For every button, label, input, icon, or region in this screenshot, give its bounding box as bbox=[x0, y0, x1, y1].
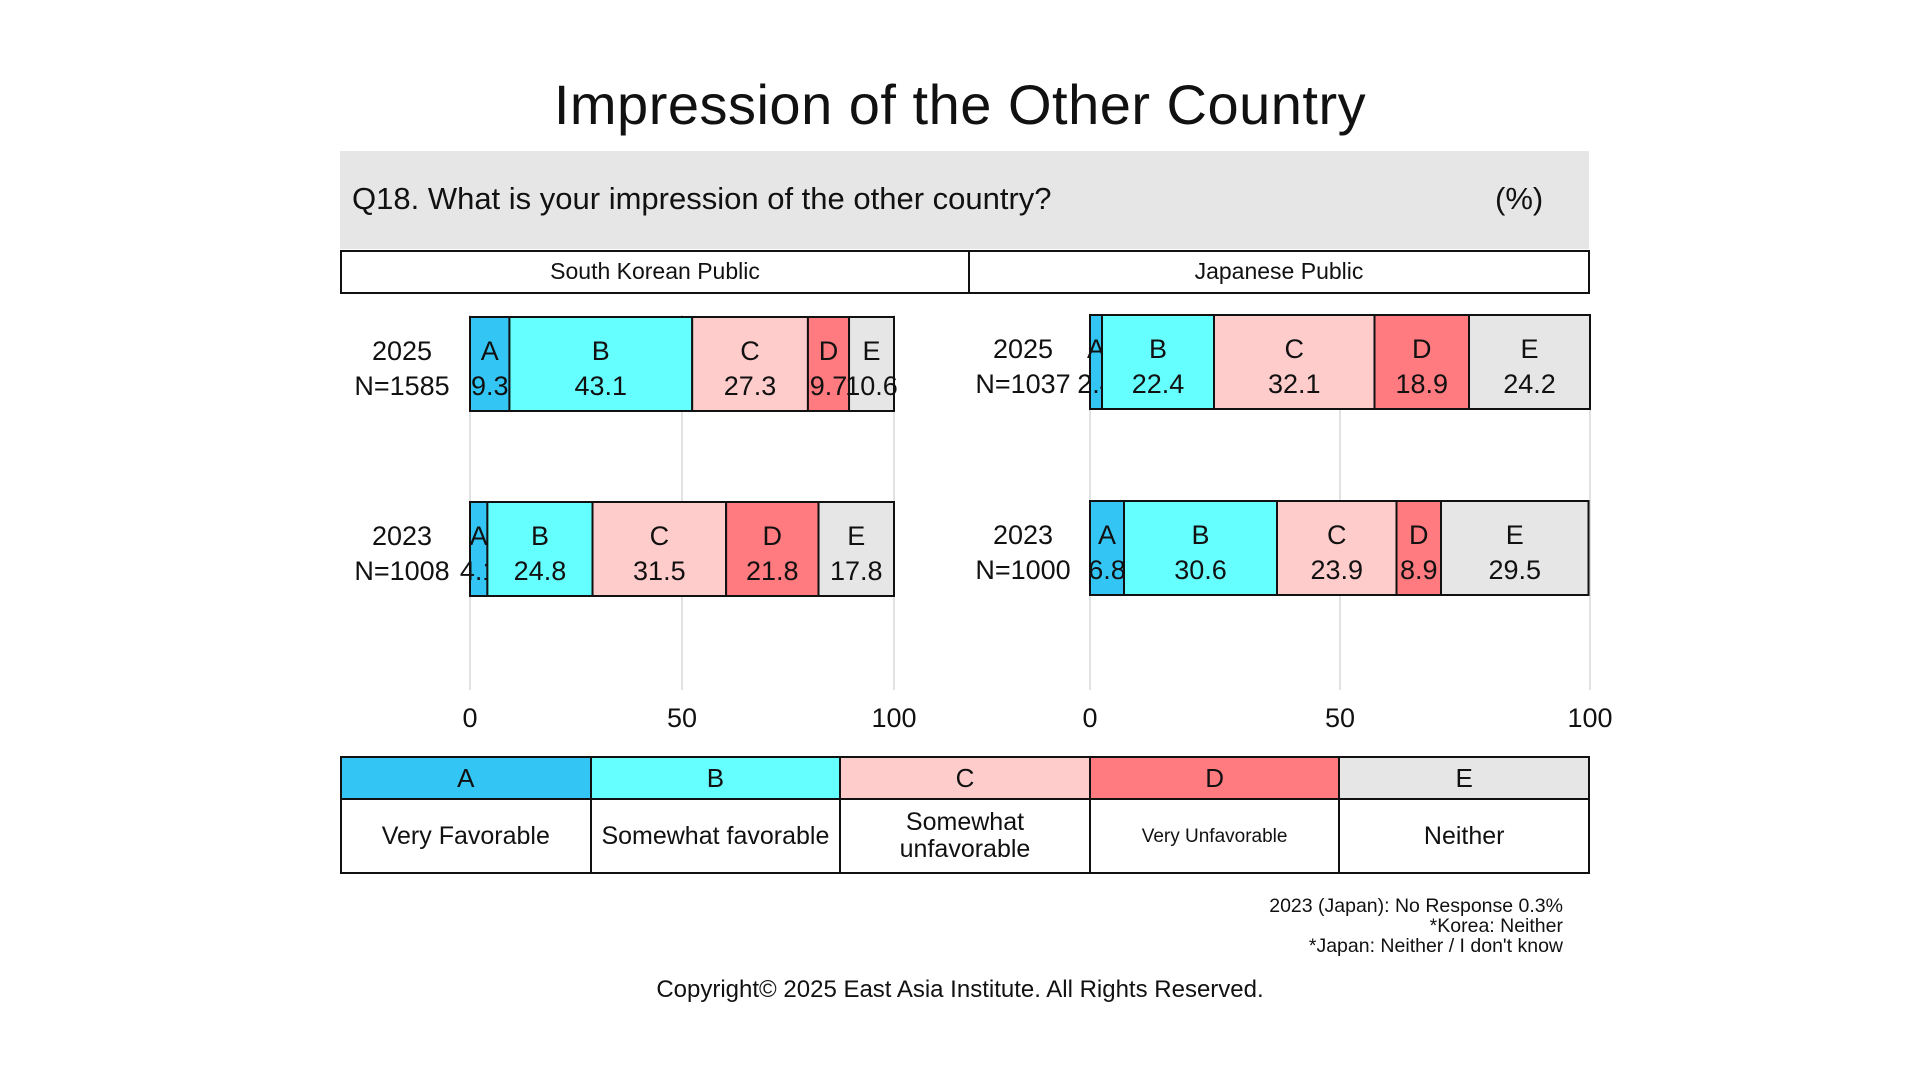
bar-category-label-japan-2023-D: D bbox=[1409, 520, 1429, 550]
bar-value-label-korea-2025-D: 9.7 bbox=[810, 371, 848, 401]
bar-category-label-korea-2025-C: C bbox=[740, 336, 760, 366]
bar-category-label-korea-2023-A: A bbox=[470, 521, 488, 551]
bar-segment-japan-2023-B bbox=[1123, 500, 1278, 596]
x-tick-label-japan-50: 50 bbox=[1325, 703, 1355, 733]
bar-category-label-japan-2025-C: C bbox=[1285, 334, 1305, 364]
bar-segment-korea-2023-E bbox=[817, 501, 896, 597]
bar-category-label-korea-2023-E: E bbox=[847, 521, 865, 551]
bar-value-label-korea-2025-C: 27.3 bbox=[724, 371, 777, 401]
bar-value-label-japan-2025-E: 24.2 bbox=[1503, 369, 1556, 399]
legend-table: A B C D E Very Favorable Somewhat favora… bbox=[340, 756, 1590, 874]
row-label-n-korea-2025: N=1585 bbox=[354, 371, 449, 401]
bar-value-label-japan-2023-B: 30.6 bbox=[1174, 555, 1227, 585]
bar-category-label-korea-2025-D: D bbox=[819, 336, 839, 366]
x-tick-label-japan-0: 0 bbox=[1082, 703, 1097, 733]
bar-value-label-japan-2023-E: 29.5 bbox=[1488, 555, 1541, 585]
bar-category-label-japan-2025-D: D bbox=[1412, 334, 1432, 364]
x-tick-label-korea-0: 0 bbox=[462, 703, 477, 733]
bar-value-label-korea-2025-A: 9.3 bbox=[471, 371, 509, 401]
x-tick-label-japan-100: 100 bbox=[1567, 703, 1612, 733]
bar-value-label-korea-2025-E: 10.6 bbox=[845, 371, 898, 401]
bar-value-label-japan-2025-C: 32.1 bbox=[1268, 369, 1321, 399]
bar-segment-japan-2025-C bbox=[1213, 314, 1376, 410]
bar-segment-korea-2025-A bbox=[469, 316, 511, 412]
bar-value-label-japan-2023-C: 23.9 bbox=[1310, 555, 1363, 585]
footnote-no-response: 2023 (Japan): No Response 0.3% bbox=[1269, 895, 1563, 917]
bar-category-label-korea-2025-A: A bbox=[481, 336, 499, 366]
bar-value-label-korea-2025-B: 43.1 bbox=[575, 371, 628, 401]
legend-label-e: Neither bbox=[1338, 798, 1590, 874]
chart-title: Impression of the Other Country bbox=[553, 73, 1367, 136]
legend-code-d: D bbox=[1088, 756, 1341, 800]
bar-category-label-japan-2025-E: E bbox=[1520, 334, 1538, 364]
bar-segment-korea-2025-E bbox=[848, 316, 896, 412]
row-label-n-japan-2025: N=1037 bbox=[975, 369, 1070, 399]
row-label-year-korea-2023: 2023 bbox=[372, 521, 432, 551]
row-label-year-japan-2025: 2025 bbox=[993, 334, 1053, 364]
bar-category-label-japan-2025-B: B bbox=[1149, 334, 1167, 364]
panel-header-japan: Japanese Public bbox=[968, 250, 1590, 294]
legend-code-c: C bbox=[839, 756, 1091, 800]
bar-category-label-korea-2023-D: D bbox=[763, 521, 783, 551]
bar-value-label-japan-2023-D: 8.9 bbox=[1400, 555, 1438, 585]
bar-value-label-japan-2025-D: 18.9 bbox=[1395, 369, 1448, 399]
question-box: Q18. What is your impression of the othe… bbox=[340, 151, 1589, 249]
legend-code-a: A bbox=[340, 756, 592, 800]
question-text: Q18. What is your impression of the othe… bbox=[352, 181, 1052, 216]
bar-category-label-korea-2023-B: B bbox=[531, 521, 549, 551]
footnote-japan: *Japan: Neither / I don't know bbox=[1308, 935, 1563, 957]
bar-segment-japan-2023-C bbox=[1276, 500, 1398, 596]
row-label-n-japan-2023: N=1000 bbox=[975, 555, 1070, 585]
bar-category-label-japan-2023-E: E bbox=[1506, 520, 1524, 550]
bar-segment-japan-2023-A bbox=[1089, 500, 1125, 596]
bar-category-label-korea-2023-C: C bbox=[650, 521, 670, 551]
bar-category-label-japan-2023-A: A bbox=[1098, 520, 1116, 550]
bar-value-label-korea-2023-B: 24.8 bbox=[514, 556, 567, 586]
bar-segment-japan-2025-D bbox=[1373, 314, 1470, 410]
bar-category-label-japan-2023-C: C bbox=[1327, 520, 1347, 550]
panel-header-korea: South Korean Public bbox=[340, 250, 970, 294]
unit-label: (%) bbox=[1495, 181, 1544, 216]
footnote-korea: *Korea: Neither bbox=[1429, 915, 1563, 937]
x-tick-label-korea-50: 50 bbox=[667, 703, 697, 733]
copyright: Copyright© 2025 East Asia Institute. All… bbox=[656, 976, 1264, 1003]
bar-segment-korea-2025-B bbox=[508, 316, 694, 412]
bar-value-label-korea-2023-D: 21.8 bbox=[746, 556, 799, 586]
bar-category-label-korea-2025-B: B bbox=[592, 336, 610, 366]
bar-segment-korea-2023-D bbox=[725, 501, 820, 597]
legend-label-a: Very Favorable bbox=[340, 798, 592, 874]
bar-segment-korea-2025-D bbox=[806, 316, 851, 412]
bar-segment-japan-2023-E bbox=[1440, 500, 1590, 596]
bar-category-label-japan-2023-B: B bbox=[1191, 520, 1209, 550]
bar-segment-korea-2025-C bbox=[691, 316, 809, 412]
bar-category-label-japan-2025-A: A bbox=[1087, 334, 1105, 364]
bar-value-label-japan-2023-A: 6.8 bbox=[1088, 555, 1126, 585]
legend-label-c: Somewhat unfavorable bbox=[839, 798, 1091, 874]
legend-code-b: B bbox=[589, 756, 842, 800]
bar-value-label-korea-2023-E: 17.8 bbox=[830, 556, 883, 586]
bar-category-label-korea-2025-E: E bbox=[863, 336, 881, 366]
bar-segment-korea-2023-B bbox=[486, 501, 594, 597]
row-label-n-korea-2023: N=1008 bbox=[354, 556, 449, 586]
bar-segment-japan-2025-E bbox=[1468, 314, 1591, 410]
legend-label-b: Somewhat favorable bbox=[589, 798, 842, 874]
legend-label-d: Very Unfavorable bbox=[1088, 798, 1341, 874]
bar-segment-korea-2023-C bbox=[591, 501, 728, 597]
legend-code-e: E bbox=[1338, 756, 1590, 800]
row-label-year-japan-2023: 2023 bbox=[993, 520, 1053, 550]
x-tick-label-korea-100: 100 bbox=[871, 703, 916, 733]
bar-value-label-korea-2023-C: 31.5 bbox=[633, 556, 686, 586]
bar-value-label-japan-2025-B: 22.4 bbox=[1132, 369, 1185, 399]
footnotes: 2023 (Japan): No Response 0.3% *Korea: N… bbox=[1269, 896, 1563, 956]
row-label-year-korea-2025: 2025 bbox=[372, 336, 432, 366]
